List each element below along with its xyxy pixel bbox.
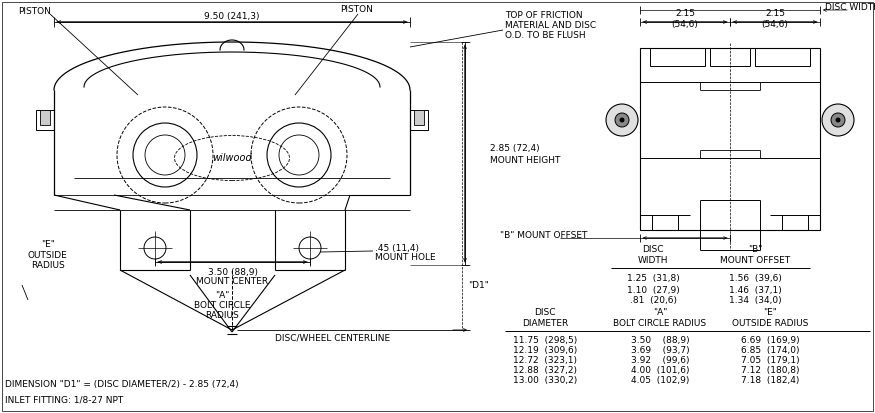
Bar xyxy=(755,48,810,66)
Text: 4.00  (101,6): 4.00 (101,6) xyxy=(631,366,690,375)
Text: DIMENSION "D1" = (DISC DIAMETER/2) - 2.85 (72,4): DIMENSION "D1" = (DISC DIAMETER/2) - 2.8… xyxy=(5,380,239,389)
Text: RADIUS: RADIUS xyxy=(205,311,239,320)
Text: 3.50 (88,9): 3.50 (88,9) xyxy=(207,268,257,276)
Bar xyxy=(40,110,50,125)
Text: "D1": "D1" xyxy=(468,280,489,290)
Text: 1.46  (37,1): 1.46 (37,1) xyxy=(729,285,781,294)
Text: MOUNT HEIGHT: MOUNT HEIGHT xyxy=(490,156,560,165)
Text: 1.34  (34,0): 1.34 (34,0) xyxy=(729,297,781,306)
Text: 3.69    (93,7): 3.69 (93,7) xyxy=(631,347,690,356)
Text: 12.72  (323,1): 12.72 (323,1) xyxy=(513,356,577,366)
Text: "A"
BOLT CIRCLE RADIUS: "A" BOLT CIRCLE RADIUS xyxy=(613,308,707,328)
Text: 12.88  (327,2): 12.88 (327,2) xyxy=(513,366,577,375)
Text: 4.05  (102,9): 4.05 (102,9) xyxy=(631,377,690,385)
Text: "A": "A" xyxy=(215,290,229,299)
Text: "B"
MOUNT OFFSET: "B" MOUNT OFFSET xyxy=(720,245,790,265)
Text: DISC/WHEEL CENTERLINE: DISC/WHEEL CENTERLINE xyxy=(275,334,390,342)
Text: 13.00  (330,2): 13.00 (330,2) xyxy=(513,377,578,385)
Text: INLET FITTING: 1/8-27 NPT: INLET FITTING: 1/8-27 NPT xyxy=(5,396,123,404)
Text: PISTON: PISTON xyxy=(340,5,373,14)
Text: 2.15: 2.15 xyxy=(675,9,695,19)
Text: MOUNT HOLE: MOUNT HOLE xyxy=(375,254,436,263)
Text: PISTON: PISTON xyxy=(18,7,51,17)
Text: 1.25  (31,8): 1.25 (31,8) xyxy=(626,275,679,283)
Text: DISC
WIDTH: DISC WIDTH xyxy=(638,245,668,265)
Text: DISC WIDTH: DISC WIDTH xyxy=(825,2,875,12)
Circle shape xyxy=(836,118,841,123)
Circle shape xyxy=(620,118,625,123)
Text: 11.75  (298,5): 11.75 (298,5) xyxy=(513,337,578,346)
Text: TOP OF FRICTION: TOP OF FRICTION xyxy=(505,10,583,19)
Text: 1.10  (27,9): 1.10 (27,9) xyxy=(626,285,679,294)
Bar xyxy=(410,110,428,130)
Bar xyxy=(650,48,705,66)
Bar xyxy=(36,110,54,130)
Text: MOUNT CENTER: MOUNT CENTER xyxy=(196,278,269,287)
Text: DISC
DIAMETER: DISC DIAMETER xyxy=(522,308,568,328)
Text: 2.15: 2.15 xyxy=(765,9,785,19)
Text: O.D. TO BE FLUSH: O.D. TO BE FLUSH xyxy=(505,31,585,40)
Circle shape xyxy=(831,113,845,127)
Bar xyxy=(640,48,820,230)
Text: 7.05  (179,1): 7.05 (179,1) xyxy=(740,356,800,366)
Text: (54,6): (54,6) xyxy=(672,21,698,29)
Text: wilwood: wilwood xyxy=(212,153,252,163)
Circle shape xyxy=(606,104,638,136)
Text: MATERIAL AND DISC: MATERIAL AND DISC xyxy=(505,21,596,29)
Text: 7.18  (182,4): 7.18 (182,4) xyxy=(741,377,799,385)
Text: .81  (20,6): .81 (20,6) xyxy=(629,297,676,306)
Bar xyxy=(414,110,424,125)
Text: "B" MOUNT OFFSET: "B" MOUNT OFFSET xyxy=(500,232,587,240)
Text: 2.85 (72,4): 2.85 (72,4) xyxy=(490,144,540,153)
Text: 6.85  (174,0): 6.85 (174,0) xyxy=(741,347,799,356)
Text: "E"
OUTSIDE RADIUS: "E" OUTSIDE RADIUS xyxy=(732,308,809,328)
Text: 3.50    (88,9): 3.50 (88,9) xyxy=(631,337,690,346)
Text: 1.56  (39,6): 1.56 (39,6) xyxy=(729,275,781,283)
Text: BOLT CIRCLE: BOLT CIRCLE xyxy=(193,301,250,309)
Text: 3.92    (99,6): 3.92 (99,6) xyxy=(631,356,690,366)
Text: 9.50 (241,3): 9.50 (241,3) xyxy=(204,12,260,21)
Text: 12.19  (309,6): 12.19 (309,6) xyxy=(513,347,578,356)
Text: .45 (11,4): .45 (11,4) xyxy=(375,244,419,252)
Text: 6.69  (169,9): 6.69 (169,9) xyxy=(740,337,800,346)
Text: 7.12  (180,8): 7.12 (180,8) xyxy=(741,366,799,375)
Circle shape xyxy=(822,104,854,136)
Text: (54,6): (54,6) xyxy=(761,21,788,29)
Circle shape xyxy=(615,113,629,127)
Text: "E"
OUTSIDE
RADIUS: "E" OUTSIDE RADIUS xyxy=(28,240,67,270)
